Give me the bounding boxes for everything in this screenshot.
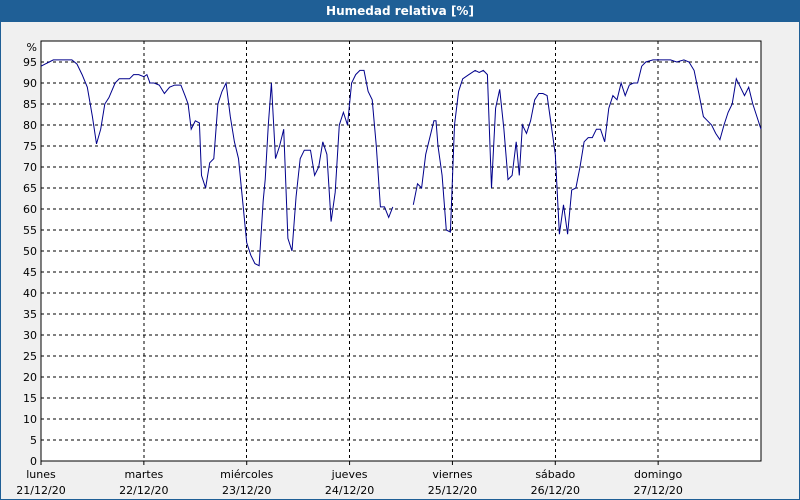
y-tick-label: 85: [23, 98, 37, 111]
x-tick-day: domingo: [634, 468, 682, 481]
y-tick-label: 60: [23, 203, 37, 216]
y-tick-label: 50: [23, 245, 37, 258]
x-tick-date: 25/12/20: [428, 484, 477, 497]
x-tick-date: 22/12/20: [119, 484, 168, 497]
x-tick-date: 24/12/20: [325, 484, 374, 497]
y-tick-label: 80: [23, 119, 37, 132]
y-tick-label: 35: [23, 308, 37, 321]
y-tick-label: 75: [23, 140, 37, 153]
y-tick-label: 15: [23, 392, 37, 405]
y-tick-label: 30: [23, 329, 37, 342]
x-tick-date: 23/12/20: [222, 484, 271, 497]
y-tick-label: 70: [23, 161, 37, 174]
x-tick-day: jueves: [331, 468, 368, 481]
x-tick-date: 21/12/20: [16, 484, 65, 497]
x-tick-day: sábado: [535, 468, 575, 481]
y-tick-label: 20: [23, 371, 37, 384]
y-tick-label: 90: [23, 77, 37, 90]
x-tick-date: 27/12/20: [633, 484, 682, 497]
humidity-line: [40, 59, 394, 267]
chart-title: Humedad relativa [%]: [1, 1, 799, 22]
y-tick-label: 40: [23, 287, 37, 300]
y-tick-label: 5: [30, 434, 37, 447]
y-tick-label: 10: [23, 413, 37, 426]
y-tick-label: 25: [23, 350, 37, 363]
y-tick-label: 65: [23, 182, 37, 195]
x-tick-day: viernes: [432, 468, 472, 481]
x-tick-day: martes: [124, 468, 163, 481]
x-tick-day: lunes: [26, 468, 56, 481]
y-tick-label: 95: [23, 56, 37, 69]
humidity-line: [412, 59, 762, 235]
y-axis-unit: %: [27, 41, 37, 54]
y-tick-label: 55: [23, 224, 37, 237]
y-tick-label: 45: [23, 266, 37, 279]
x-tick-date: 26/12/20: [531, 484, 580, 497]
x-tick-day: miércoles: [220, 468, 273, 481]
y-tick-label: 0: [30, 455, 37, 468]
